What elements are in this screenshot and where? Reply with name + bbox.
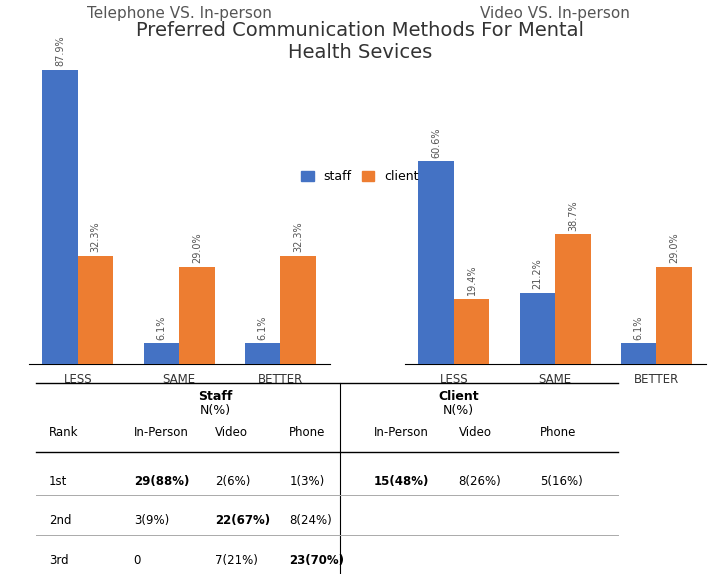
Text: 60.6%: 60.6%: [431, 127, 441, 158]
Text: Phone: Phone: [540, 425, 576, 438]
Text: 5(16%): 5(16%): [540, 475, 582, 488]
Text: 23(70%): 23(70%): [289, 554, 344, 567]
Bar: [454, 299, 490, 363]
Text: 6.1%: 6.1%: [634, 315, 644, 340]
Text: 15(48%): 15(48%): [374, 475, 429, 488]
Bar: [555, 234, 590, 363]
Text: 29.0%: 29.0%: [192, 233, 202, 263]
Bar: [42, 70, 78, 363]
Text: 32.3%: 32.3%: [293, 222, 303, 252]
Text: 0: 0: [134, 554, 141, 567]
Text: 87.9%: 87.9%: [55, 36, 66, 66]
Text: In-Person: In-Person: [134, 425, 189, 438]
Text: N(%): N(%): [443, 404, 474, 417]
Text: 22(67%): 22(67%): [215, 515, 270, 527]
Text: Video: Video: [215, 425, 248, 438]
Text: 3(9%): 3(9%): [134, 515, 169, 527]
Bar: [78, 255, 113, 363]
Bar: [281, 255, 316, 363]
Text: 8(26%): 8(26%): [459, 475, 501, 488]
Bar: [179, 267, 215, 363]
Legend: staff, client: staff, client: [301, 171, 419, 183]
Text: 1st: 1st: [49, 475, 68, 488]
Text: 7(21%): 7(21%): [215, 554, 258, 567]
Text: 32.3%: 32.3%: [91, 222, 101, 252]
Text: 29(88%): 29(88%): [134, 475, 189, 488]
Text: 21.2%: 21.2%: [533, 258, 542, 289]
Text: 3rd: 3rd: [49, 554, 68, 567]
Text: 6.1%: 6.1%: [156, 315, 166, 340]
Text: Phone: Phone: [289, 425, 325, 438]
Text: 2nd: 2nd: [49, 515, 71, 527]
Title: Video VS. In-person: Video VS. In-person: [480, 6, 630, 21]
Text: 8(24%): 8(24%): [289, 515, 332, 527]
Text: In-Person: In-Person: [374, 425, 429, 438]
Text: 6.1%: 6.1%: [258, 315, 268, 340]
Text: Preferred Communication Methods For Mental
Health Sevices: Preferred Communication Methods For Ment…: [136, 21, 584, 62]
Text: 38.7%: 38.7%: [568, 200, 578, 231]
Bar: [245, 343, 281, 363]
Bar: [520, 292, 555, 363]
Text: N(%): N(%): [199, 404, 230, 417]
Text: 2(6%): 2(6%): [215, 475, 251, 488]
Bar: [418, 161, 454, 363]
Text: 29.0%: 29.0%: [669, 233, 679, 263]
Bar: [657, 267, 692, 363]
Text: Staff: Staff: [198, 390, 232, 403]
Text: Client: Client: [438, 390, 479, 403]
Bar: [621, 343, 657, 363]
Text: Rank: Rank: [49, 425, 78, 438]
Bar: [144, 343, 179, 363]
Text: 1(3%): 1(3%): [289, 475, 325, 488]
Title: Telephone VS. In-person: Telephone VS. In-person: [87, 6, 271, 21]
Text: 19.4%: 19.4%: [467, 265, 477, 295]
Text: Video: Video: [459, 425, 492, 438]
